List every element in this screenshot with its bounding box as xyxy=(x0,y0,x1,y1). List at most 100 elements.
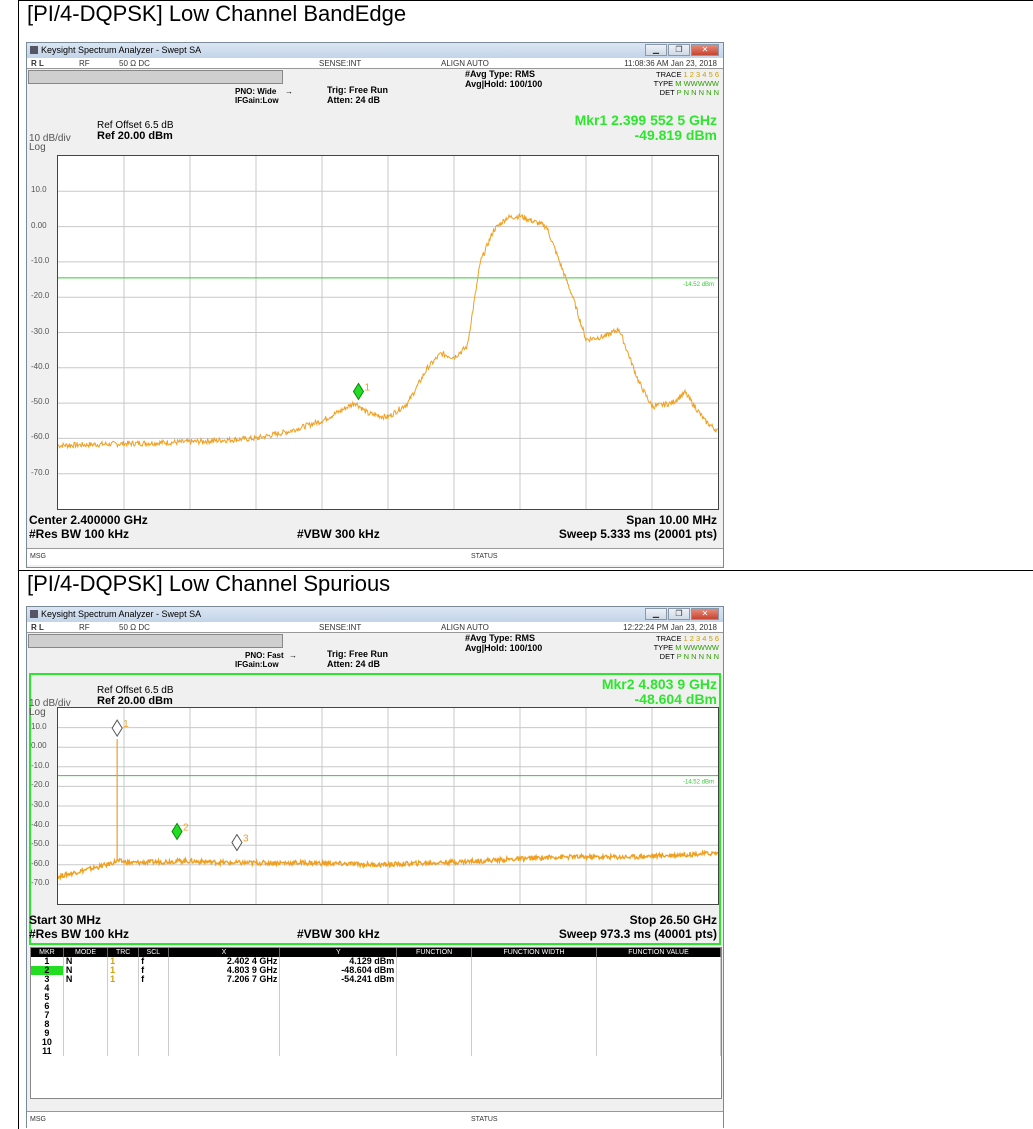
log-label: Log xyxy=(29,707,46,718)
table-cell: 5 xyxy=(31,993,64,1002)
avg-type-label: #Avg Type: RMS xyxy=(465,69,536,79)
close-button[interactable]: ✕ xyxy=(691,608,719,620)
panel-title: [PI/4-DQPSK] Low Channel BandEdge xyxy=(27,1,407,26)
stop-freq: Stop 26.50 GHz xyxy=(629,913,717,927)
table-cell xyxy=(107,1038,140,1047)
spectrum-plot[interactable]: -14.52 dBm 1 2 3 xyxy=(57,707,719,905)
table-cell xyxy=(279,993,398,1002)
y-tick-label: -30.0 xyxy=(31,800,50,809)
table-row[interactable]: 11 xyxy=(31,1047,721,1056)
table-cell xyxy=(279,984,398,993)
message-bar: MSG STATUS xyxy=(27,1111,723,1128)
table-cell xyxy=(596,1011,721,1020)
table-cell xyxy=(107,993,140,1002)
table-header: SCL xyxy=(138,948,169,957)
marker-1-icon xyxy=(111,719,123,738)
table-row[interactable]: 7 xyxy=(31,1011,721,1020)
table-cell: -54.241 dBm xyxy=(279,975,398,984)
table-header: FUNCTION VALUE xyxy=(596,948,721,957)
table-cell xyxy=(279,1011,398,1020)
window-title: Keysight Spectrum Analyzer - Swept SA xyxy=(41,45,202,55)
table-cell: 10 xyxy=(31,1038,64,1047)
table-row[interactable]: 3 N 1 f 7.206 7 GHz -54.241 dBm xyxy=(31,975,721,984)
y-tick-label: -60.0 xyxy=(31,432,50,442)
table-cell: 7.206 7 GHz xyxy=(168,975,281,984)
table-row[interactable]: 10 xyxy=(31,1038,721,1047)
display-line-label: -14.52 dBm xyxy=(683,282,714,288)
maximize-button[interactable]: ❐ xyxy=(668,608,690,620)
input-bar[interactable] xyxy=(28,634,283,648)
marker-1-icon xyxy=(352,382,365,401)
table-cell: 4.129 dBm xyxy=(279,957,398,966)
align-label: ALIGN AUTO xyxy=(441,623,489,632)
table-row[interactable]: 5 xyxy=(31,993,721,1002)
table-cell xyxy=(63,1011,109,1020)
table-cell xyxy=(168,1047,281,1056)
analyzer-window-1: Keysight Spectrum Analyzer - Swept SA ▁ … xyxy=(26,42,724,568)
table-cell xyxy=(168,993,281,1002)
table-cell xyxy=(279,1020,398,1029)
table-cell xyxy=(63,993,109,1002)
marker-table[interactable]: MKR MODE TRC SCL X Y FUNCTION FUNCTION WIDTH FUN… xyxy=(30,947,722,1099)
window-titlebar: Keysight Spectrum Analyzer - Swept SA ▁ … xyxy=(27,43,723,58)
table-row[interactable]: 9 xyxy=(31,1029,721,1038)
table-cell xyxy=(471,1020,597,1029)
avg-type-label: #Avg Type: RMS xyxy=(465,633,536,643)
rbw-label: #Res BW 100 kHz xyxy=(29,527,130,541)
sense-label: SENSE:INT xyxy=(319,623,362,632)
y-tick-label: -30.0 xyxy=(31,326,50,336)
atten-label: Atten: 24 dB xyxy=(327,95,381,105)
table-cell xyxy=(396,1011,473,1020)
trace-line xyxy=(57,849,719,881)
table-cell xyxy=(138,1002,169,1011)
maximize-button[interactable]: ❐ xyxy=(668,44,690,56)
table-cell xyxy=(63,1047,109,1056)
message-bar: MSG STATUS xyxy=(27,548,723,565)
scale-label: 10 dB/div xyxy=(29,133,71,144)
table-cell: f xyxy=(138,966,169,975)
table-cell xyxy=(107,1020,140,1029)
table-row[interactable]: 4 xyxy=(31,984,721,993)
table-cell xyxy=(168,1038,281,1047)
spectrum-plot[interactable]: -14.52 dBm 1 xyxy=(57,155,719,510)
table-header: FUNCTION WIDTH xyxy=(471,948,597,957)
analyzer-window-2: Keysight Spectrum Analyzer - Swept SA ▁ … xyxy=(26,606,724,1128)
impedance-label: 50 Ω DC xyxy=(119,623,150,632)
y-tick-label: -40.0 xyxy=(31,819,50,829)
table-header: Y xyxy=(279,948,398,957)
table-cell: 1 xyxy=(107,966,140,975)
table-cell xyxy=(596,1002,721,1011)
y-tick-label: 10.0 xyxy=(31,185,47,195)
table-cell: N xyxy=(63,975,109,984)
table-row[interactable]: 6 xyxy=(31,1002,721,1011)
table-cell: -48.604 dBm xyxy=(279,966,398,975)
table-cell xyxy=(168,1020,281,1029)
table-cell xyxy=(138,993,169,1002)
y-tick-label: 0.00 xyxy=(31,220,47,230)
table-cell xyxy=(63,1029,109,1038)
y-tick-label: -20.0 xyxy=(31,291,50,301)
span-label: Span 10.00 MHz xyxy=(626,513,717,527)
display-line-label: -14.52 dBm xyxy=(683,780,714,786)
table-cell xyxy=(396,993,473,1002)
input-bar[interactable] xyxy=(28,70,283,84)
table-row[interactable]: 8 xyxy=(31,1020,721,1029)
vbw-label: #VBW 300 kHz xyxy=(297,527,380,541)
marker-readout-freq: Mkr1 2.399 552 5 GHz xyxy=(574,112,717,128)
y-tick-label: -20.0 xyxy=(31,780,50,790)
timestamp: 12:22:24 PM Jan 23, 2018 xyxy=(623,623,717,632)
atten-label: Atten: 24 dB xyxy=(327,659,381,669)
scale-label: 10 dB/div xyxy=(29,698,71,709)
marker-3-label: 3 xyxy=(243,834,249,845)
close-button[interactable]: ✕ xyxy=(691,44,719,56)
table-cell: N xyxy=(63,957,109,966)
arrow-icon: → xyxy=(285,87,293,96)
rl-label: R L xyxy=(31,59,44,68)
table-row[interactable]: 1 N 1 f 2.402 4 GHz 4.129 dBm xyxy=(31,957,721,966)
minimize-button[interactable]: ▁ xyxy=(645,44,667,56)
y-tick-label: 0.00 xyxy=(31,741,47,751)
table-row[interactable]: 2 N 1 f 4.803 9 GHz -48.604 dBm xyxy=(31,966,721,975)
table-cell xyxy=(168,1002,281,1011)
spectrum-plot-svg: -14.52 dBm 1 2 3 xyxy=(57,708,719,904)
minimize-button[interactable]: ▁ xyxy=(645,608,667,620)
